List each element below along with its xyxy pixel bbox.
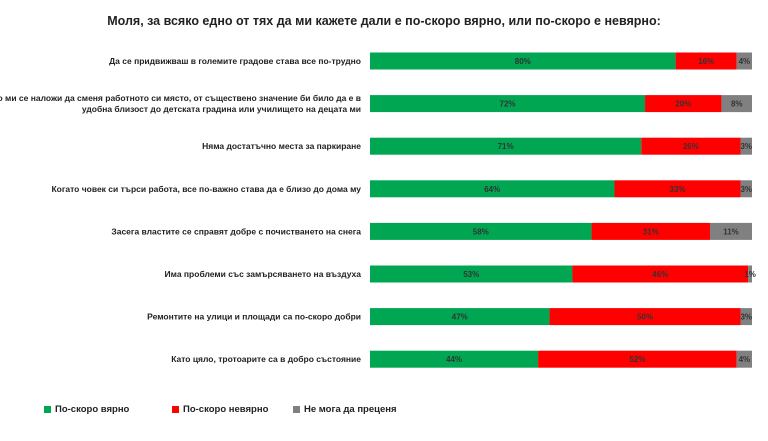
bar-segment bbox=[370, 52, 676, 70]
data-label: 33% bbox=[670, 185, 686, 194]
bar-segment bbox=[736, 350, 752, 368]
category-label: Да се придвижваш в големите градове став… bbox=[109, 56, 361, 66]
category-label: Има проблеми със замърсяването на въздух… bbox=[165, 269, 362, 279]
bar-segment bbox=[740, 137, 752, 155]
data-label: 3% bbox=[740, 185, 752, 194]
legend-item: Не мога да преценя bbox=[293, 404, 397, 415]
bar-segment bbox=[591, 222, 710, 240]
data-label: 11% bbox=[723, 227, 739, 236]
category-label-line: Като цяло, тротоарите са в добро състоян… bbox=[171, 354, 361, 364]
bar-segment bbox=[748, 265, 752, 283]
data-label: 8% bbox=[731, 100, 743, 109]
stacked-bar-chart: Да се придвижваш в големите градове став… bbox=[0, 52, 756, 368]
data-label: 64% bbox=[484, 185, 500, 194]
legend-label: По-скоро вярно bbox=[55, 404, 130, 415]
legend-label: Не мога да преценя bbox=[304, 404, 397, 415]
bar-segment bbox=[370, 222, 592, 240]
data-label: 72% bbox=[500, 100, 516, 109]
legend-item: По-скоро невярно bbox=[172, 404, 268, 415]
bar-segment bbox=[645, 95, 722, 113]
chart-title: Моля, за всяко едно от тях да ми кажете … bbox=[107, 14, 661, 28]
data-label: 3% bbox=[740, 313, 752, 322]
bar-segment bbox=[370, 350, 539, 368]
bar-segment bbox=[709, 222, 752, 240]
category-label: Засега властите се справят добре с почис… bbox=[111, 226, 361, 236]
bar-segment bbox=[549, 308, 741, 326]
category-label-line: Засега властите се справят добре с почис… bbox=[111, 226, 361, 236]
bar-segment bbox=[370, 95, 646, 113]
category-label-line: Има проблеми със замърсяването на въздух… bbox=[165, 269, 362, 279]
category-label-line: Ако ми се наложи да сменя работното си м… bbox=[0, 93, 361, 103]
category-label-line: удобна близост до детската градина или у… bbox=[82, 104, 361, 114]
data-label: 4% bbox=[739, 57, 751, 66]
legend-item: По-скоро вярно bbox=[44, 404, 129, 415]
category-label: Когато човек си търси работа, все по-важ… bbox=[51, 184, 361, 194]
legend-swatch bbox=[172, 406, 179, 413]
category-label: Ремонтите на улици и площади са по-скоро… bbox=[147, 312, 361, 322]
bar-segment bbox=[370, 265, 573, 283]
bar-segment bbox=[370, 308, 550, 326]
bar-segment bbox=[370, 180, 615, 198]
data-label: 44% bbox=[446, 355, 462, 364]
category-label: Няма достатъчно места за паркиране bbox=[202, 141, 361, 151]
legend-label: По-скоро невярно bbox=[183, 404, 269, 415]
data-label: 46% bbox=[652, 270, 668, 279]
data-label: 16% bbox=[698, 57, 714, 66]
data-label: 4% bbox=[739, 355, 751, 364]
data-label: 1% bbox=[744, 270, 756, 279]
data-label: 71% bbox=[498, 142, 514, 151]
bar-segment bbox=[572, 265, 749, 283]
data-label: 53% bbox=[463, 270, 479, 279]
bar-segment bbox=[675, 52, 737, 70]
data-label: 50% bbox=[637, 313, 653, 322]
category-label-line: Да се придвижваш в големите градове став… bbox=[109, 56, 361, 66]
category-label-line: Няма достатъчно места за паркиране bbox=[202, 141, 361, 151]
data-label: 52% bbox=[629, 355, 645, 364]
bar-segment bbox=[538, 350, 737, 368]
data-label: 58% bbox=[473, 227, 489, 236]
legend-swatch bbox=[44, 406, 51, 413]
category-label-line: Ремонтите на улици и площади са по-скоро… bbox=[147, 312, 361, 322]
bar-segment bbox=[614, 180, 741, 198]
legend-swatch bbox=[293, 406, 300, 413]
data-label: 20% bbox=[675, 100, 691, 109]
bar-segment bbox=[721, 95, 752, 113]
category-label-line: Когато човек си търси работа, все по-важ… bbox=[51, 184, 361, 194]
data-label: 26% bbox=[683, 142, 699, 151]
data-label: 3% bbox=[740, 142, 752, 151]
data-label: 47% bbox=[452, 313, 468, 322]
category-label: Като цяло, тротоарите са в добро състоян… bbox=[171, 354, 361, 364]
bar-segment bbox=[370, 137, 642, 155]
bar-segment bbox=[740, 180, 752, 198]
bar-segment bbox=[736, 52, 752, 70]
data-label: 31% bbox=[643, 227, 659, 236]
bar-segment bbox=[641, 137, 741, 155]
data-label: 80% bbox=[515, 57, 531, 66]
chart-legend: По-скоро вярно По-скоро невярно Не мога да… bbox=[0, 404, 768, 424]
category-label: Ако ми се наложи да сменя работното си м… bbox=[0, 93, 361, 114]
bar-segment bbox=[740, 308, 752, 326]
